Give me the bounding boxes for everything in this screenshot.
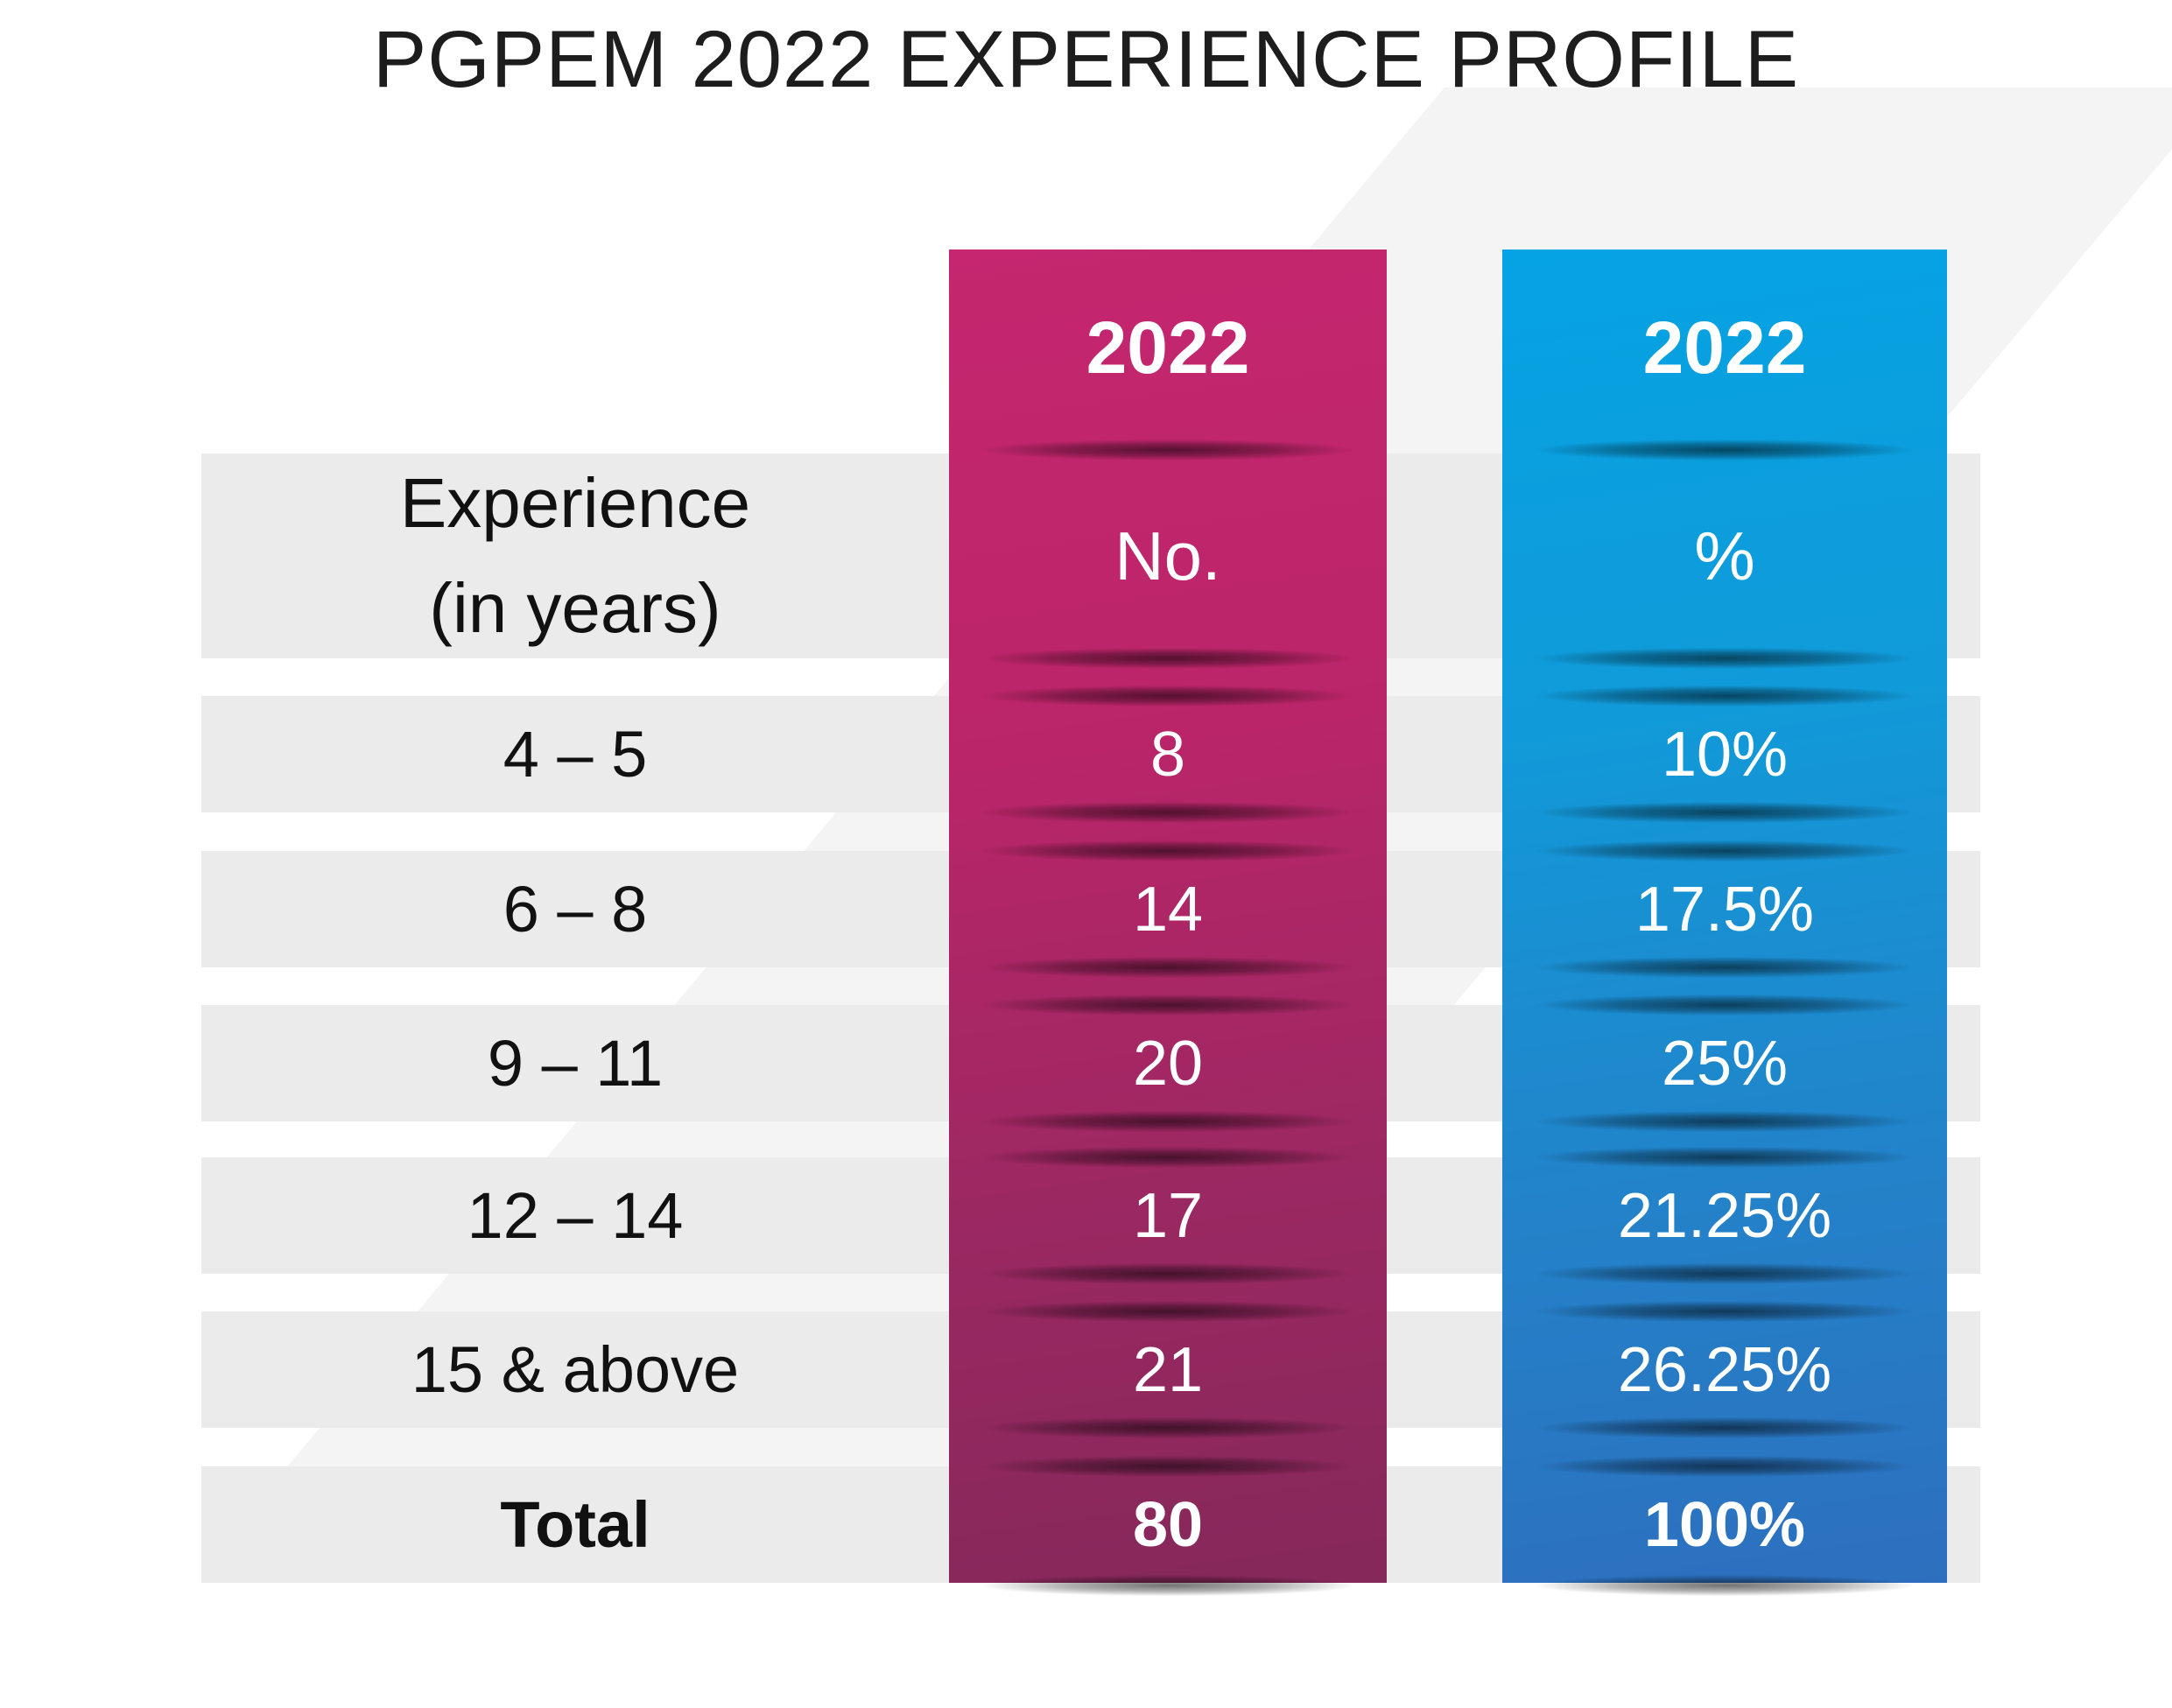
separator-shadow bbox=[1471, 1142, 1979, 1172]
row-pct: 10% bbox=[1661, 719, 1789, 790]
header-sub-no: No. bbox=[1114, 517, 1221, 594]
row-pct: 26.25% bbox=[1617, 1334, 1832, 1405]
total-no: 80 bbox=[1132, 1489, 1204, 1560]
separator-shadow bbox=[1471, 952, 1979, 982]
total-label: Total bbox=[500, 1488, 650, 1561]
column-no-2022 bbox=[949, 250, 1387, 1583]
separator-shadow bbox=[917, 798, 1418, 827]
header-year-no: 2022 bbox=[1086, 306, 1250, 389]
separator-shadow bbox=[917, 836, 1418, 866]
separator-shadow bbox=[917, 1413, 1418, 1443]
row-no: 21 bbox=[1132, 1334, 1204, 1405]
row-label: 12 – 14 bbox=[467, 1179, 684, 1252]
row-pct: 17.5% bbox=[1634, 874, 1815, 945]
separator-shadow bbox=[1471, 990, 1979, 1020]
separator-shadow bbox=[917, 643, 1418, 673]
separator-shadow bbox=[917, 1259, 1418, 1289]
separator-shadow bbox=[1471, 1107, 1979, 1136]
label-header: Experience (in years) bbox=[201, 453, 949, 658]
label-header-line1: Experience bbox=[399, 464, 751, 542]
separator-shadow bbox=[917, 435, 1418, 465]
row-label: 15 & above bbox=[411, 1333, 740, 1406]
separator-shadow bbox=[1471, 643, 1979, 673]
separator-shadow bbox=[1471, 836, 1979, 866]
separator-shadow bbox=[1471, 798, 1979, 827]
row-pct: 21.25% bbox=[1617, 1180, 1832, 1251]
separator-shadow bbox=[1471, 681, 1979, 711]
total-pct: 100% bbox=[1643, 1489, 1806, 1560]
row-label: 9 – 11 bbox=[487, 1027, 664, 1100]
separator-shadow bbox=[917, 1451, 1418, 1481]
separator-shadow bbox=[1471, 1451, 1979, 1481]
row-no: 20 bbox=[1132, 1028, 1204, 1099]
separator-shadow bbox=[917, 1107, 1418, 1136]
header-year-pct: 2022 bbox=[1642, 306, 1807, 389]
column-pct-2022 bbox=[1502, 250, 1947, 1583]
label-header-line2: (in years) bbox=[429, 569, 721, 647]
row-no: 14 bbox=[1132, 874, 1204, 945]
separator-shadow bbox=[917, 1297, 1418, 1326]
separator-shadow bbox=[917, 1571, 1418, 1600]
row-no: 8 bbox=[1149, 719, 1186, 790]
row-label: 4 – 5 bbox=[503, 718, 648, 791]
row-label: 6 – 8 bbox=[503, 873, 648, 945]
row-no: 17 bbox=[1132, 1180, 1204, 1251]
separator-shadow bbox=[1471, 1571, 1979, 1600]
header-sub-pct: % bbox=[1694, 517, 1755, 594]
separator-shadow bbox=[1471, 1259, 1979, 1289]
page-title: PGPEM 2022 EXPERIENCE PROFILE bbox=[372, 15, 1800, 104]
separator-shadow bbox=[917, 952, 1418, 982]
separator-shadow bbox=[1471, 1413, 1979, 1443]
separator-shadow bbox=[1471, 1297, 1979, 1326]
separator-shadow bbox=[917, 1142, 1418, 1172]
separator-shadow bbox=[1471, 435, 1979, 465]
separator-shadow bbox=[917, 990, 1418, 1020]
separator-shadow bbox=[917, 681, 1418, 711]
row-pct: 25% bbox=[1661, 1028, 1789, 1099]
